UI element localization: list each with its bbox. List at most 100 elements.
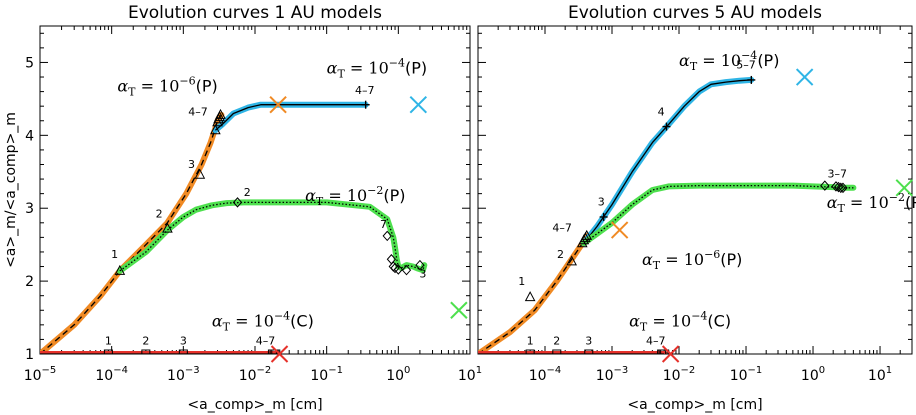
x-tick-label: 101 xyxy=(868,365,892,384)
x-tick-label: 10−3 xyxy=(596,365,629,384)
triangle-marker xyxy=(524,291,536,302)
point-label: 3 xyxy=(180,335,187,348)
cross-marker xyxy=(895,179,913,197)
triangle-marker xyxy=(114,264,126,275)
square-marker xyxy=(584,349,594,354)
point-label: 4–7 xyxy=(355,84,375,97)
cross-marker xyxy=(409,96,428,114)
point-label: 3 xyxy=(585,335,592,348)
x-tick-label: 10−1 xyxy=(310,365,343,384)
diamond-marker xyxy=(232,197,243,208)
y-tick-label: 3 xyxy=(25,201,34,217)
series-line-band xyxy=(40,111,225,354)
chart-title: Evolution curves 1 AU models xyxy=(128,3,382,23)
series-annotation: αT = 10−4(C) xyxy=(212,309,314,333)
point-label: 4–7 xyxy=(188,106,208,119)
diamond-marker xyxy=(390,262,400,274)
point-label: 4–7 xyxy=(646,335,666,348)
series-annotation: αT = 10−2(P) xyxy=(827,191,916,215)
point-label: 2 xyxy=(553,335,560,348)
point-label: 3 xyxy=(598,195,605,208)
point-label: 4–7 xyxy=(552,222,572,235)
cross-marker xyxy=(661,345,680,363)
point-label: 7 xyxy=(380,218,387,231)
series-line-core xyxy=(119,201,425,272)
x-tick-label: 101 xyxy=(458,365,482,384)
panel-5au: Evolution curves 5 AU models 10−4 10−3 10−2… xyxy=(477,3,916,413)
x-tick-label: 10−2 xyxy=(663,365,696,384)
diamond-marker xyxy=(831,181,841,192)
point-label: 1 xyxy=(518,275,525,288)
series-annotation: αT = 10−4(P) xyxy=(679,49,779,73)
series-annotation: αT = 10−2(P) xyxy=(305,184,405,208)
point-label: 1 xyxy=(527,335,534,348)
series-line-band xyxy=(580,76,755,247)
square-marker xyxy=(552,349,562,354)
series-line-band xyxy=(212,101,369,134)
diamond-marker xyxy=(838,182,848,194)
y-tick-label: 1 xyxy=(25,347,34,363)
chart-title: Evolution curves 5 AU models xyxy=(568,3,822,23)
x-tick-label: 10−5 xyxy=(24,365,57,384)
point-label: 3–7 xyxy=(828,168,848,181)
cross-marker xyxy=(270,345,289,363)
series-line-core xyxy=(583,184,854,244)
plot-area xyxy=(40,100,428,354)
triangle-marker xyxy=(215,108,226,119)
triangle-marker xyxy=(210,124,221,135)
point-label: 5–7 xyxy=(736,58,756,71)
x-tick-label: 100 xyxy=(386,365,410,384)
panel-1au: Evolution curves 1 AU models 10−5 10−4 10−3… xyxy=(3,3,482,413)
x-tick-label: 10−1 xyxy=(730,365,763,384)
cross-marker xyxy=(610,221,629,239)
cross-marker xyxy=(450,301,468,319)
series-line-core xyxy=(40,114,222,354)
x-tick-label: 10−3 xyxy=(167,365,200,384)
point-label: 3 xyxy=(188,158,195,171)
plot-frame xyxy=(477,25,913,355)
point-label: 2 xyxy=(244,186,251,199)
triangle-marker xyxy=(581,229,593,240)
y-axis-label: <a>_m/<a_comp>_m xyxy=(3,112,19,268)
diamond-marker xyxy=(401,264,412,276)
series-line-core xyxy=(478,235,589,354)
point-label: 2 xyxy=(156,208,163,221)
series-annotation: αT = 10−6(P) xyxy=(642,248,742,272)
triangle-marker xyxy=(162,222,173,233)
cross-marker xyxy=(795,68,814,86)
point-label: 4–7 xyxy=(256,335,276,348)
point-label: 2 xyxy=(557,248,564,261)
triangle-marker xyxy=(566,255,577,266)
x-tick-label: 100 xyxy=(801,365,825,384)
diamond-marker xyxy=(382,230,392,242)
x-axis-label: <a_comp>_m [cm] xyxy=(187,397,322,413)
point-label: 4 xyxy=(658,106,665,119)
cross-marker xyxy=(269,96,287,114)
series-annotation: αT = 10−4(C) xyxy=(629,309,731,333)
point-label: 1 xyxy=(111,248,118,261)
square-marker xyxy=(103,349,113,354)
square-marker xyxy=(525,349,535,354)
series-annotation: αT = 10−6(P) xyxy=(117,75,217,99)
diamond-marker xyxy=(820,180,830,191)
diamond-marker xyxy=(836,182,846,194)
x-tick-label: 10−4 xyxy=(95,365,128,384)
y-tick-label: 5 xyxy=(25,55,34,71)
square-marker xyxy=(141,349,151,354)
diamond-marker xyxy=(415,259,425,271)
square-marker xyxy=(660,349,670,354)
triangle-marker xyxy=(194,168,206,179)
y-tick-label: 2 xyxy=(25,274,34,290)
x-tick-label: 10−4 xyxy=(529,365,562,384)
point-label: 2 xyxy=(142,335,149,348)
x-axis-label: <a_comp>_m [cm] xyxy=(627,397,762,413)
x-tick-label: 10−2 xyxy=(239,365,272,384)
diamond-marker xyxy=(393,264,404,275)
series-line-core xyxy=(583,79,752,244)
series-annotation: αT = 10−4(P) xyxy=(327,56,427,80)
series-line-core xyxy=(214,104,366,131)
square-marker xyxy=(178,349,188,354)
point-label: 3 xyxy=(419,267,426,280)
y-tick-label: 4 xyxy=(25,128,34,144)
